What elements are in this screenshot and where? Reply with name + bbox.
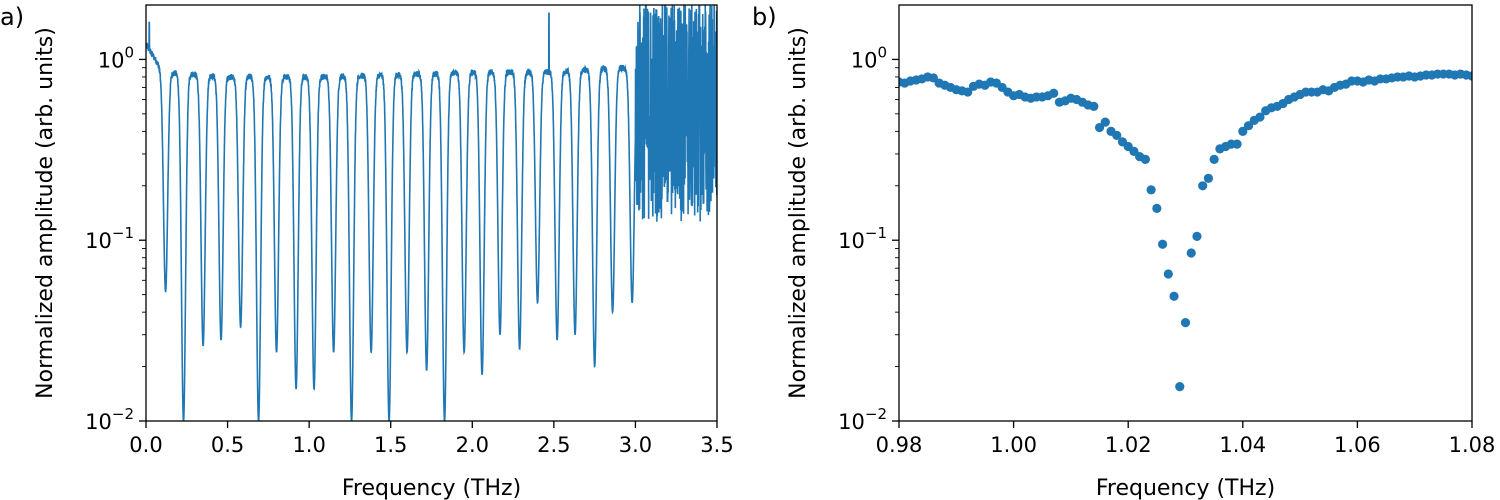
data-point-44: [1140, 154, 1150, 164]
y-axis-label: Normalized amplitude (arb. units): [786, 27, 811, 399]
y-tick-label-1: 10−2: [85, 405, 134, 434]
data-point-54: [1198, 181, 1208, 191]
axes-frame: [898, 4, 1473, 422]
y-tick-label-3: 100: [98, 43, 134, 72]
data-point-60: [1232, 139, 1242, 149]
x-tick-label-6: 2.5: [537, 433, 570, 457]
y-axis-label: Normalized amplitude (arb. units): [33, 27, 58, 399]
panel-label: a): [0, 3, 24, 31]
x-axis-label: Frequency (THz): [342, 476, 521, 500]
x-tick-label-6: 1.08: [1449, 433, 1496, 457]
x-tick-label-4: 1.5: [374, 433, 407, 457]
y-tick-label-3: 100: [851, 43, 887, 72]
data-point-64: [1255, 112, 1265, 122]
panel-label: b): [752, 3, 777, 31]
x-tick-label-1: 0.0: [129, 433, 162, 457]
y-tick-label-2: 10−1: [838, 224, 887, 253]
data-point-36: [1094, 122, 1105, 133]
data-point-35: [1089, 101, 1099, 111]
data-point-61: [1238, 126, 1248, 136]
data-point-50: [1175, 381, 1185, 392]
data-point-52: [1186, 248, 1196, 258]
x-tick-label-3: 1.02: [1105, 433, 1152, 457]
x-tick-label-2: 0.5: [211, 433, 244, 457]
x-axis-label: Frequency (THz): [1096, 476, 1275, 500]
data-point-55: [1203, 173, 1214, 183]
x-tick-label-5: 1.06: [1334, 433, 1381, 457]
data-point-46: [1152, 203, 1162, 213]
y-tick-label-1: 10−2: [838, 405, 887, 434]
x-tick-label-8: 3.5: [700, 433, 733, 457]
data-point-39: [1112, 130, 1122, 140]
plot-area: [899, 69, 1472, 392]
data-point-53: [1192, 231, 1202, 241]
x-tick-label-2: 1.00: [990, 433, 1037, 457]
x-tick-label-4: 1.04: [1219, 433, 1266, 457]
data-point-13: [963, 87, 973, 97]
panel-b: 0.98 1.00 1.02 1.04 1.06 1.08 10−2 10−1 100 Frequ…: [752, 3, 1495, 500]
axes-frame: [145, 4, 718, 422]
data-point-45: [1146, 185, 1156, 195]
data-point-37: [1100, 117, 1110, 127]
data-point-47: [1157, 239, 1168, 249]
data-point-48: [1163, 269, 1173, 279]
data-point-101: [1467, 71, 1472, 81]
data-point-49: [1169, 291, 1179, 301]
x-tick-label-1: 0.98: [876, 433, 923, 457]
y-tick-label-2: 10−1: [85, 224, 134, 253]
data-point-51: [1180, 318, 1191, 328]
panel-a: 0.0 0.5 1.0 1.5 2.0 2.5 3.0 3.5 10−2 10−1 100 Frequ…: [0, 3, 734, 500]
x-tick-label-3: 1.0: [292, 433, 325, 457]
data-point-56: [1209, 154, 1219, 164]
x-tick-label-7: 3.0: [619, 433, 652, 457]
plot-area: [146, 5, 717, 421]
series-line: [146, 5, 717, 421]
x-tick-label-5: 2.0: [456, 433, 489, 457]
data-point-28: [1049, 88, 1059, 98]
